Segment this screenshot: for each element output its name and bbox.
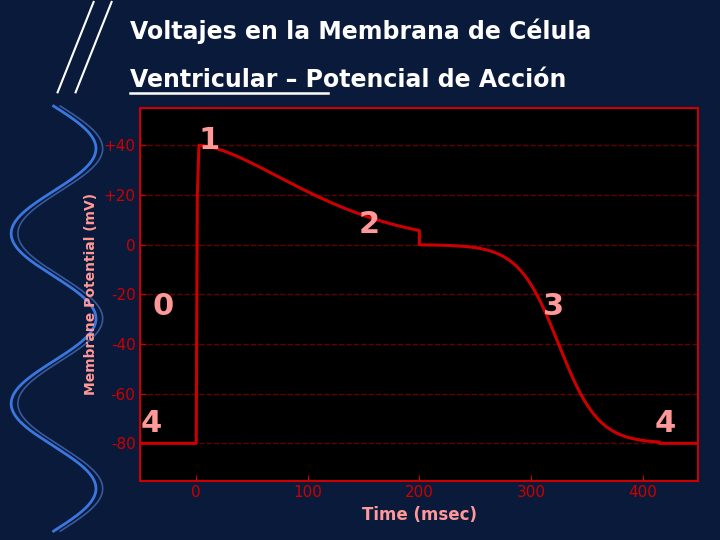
Text: 0: 0: [152, 292, 174, 321]
Y-axis label: Membrane Potential (mV): Membrane Potential (mV): [84, 193, 98, 395]
X-axis label: Time (msec): Time (msec): [362, 506, 477, 524]
Text: 2: 2: [359, 210, 379, 239]
Text: Ventricular – Potencial de Acción: Ventricular – Potencial de Acción: [130, 68, 566, 92]
Text: 4: 4: [654, 409, 675, 438]
Text: 1: 1: [199, 126, 220, 155]
Text: 3: 3: [543, 292, 564, 321]
Text: 4: 4: [141, 409, 162, 438]
Text: Voltajes en la Membrana de Célula: Voltajes en la Membrana de Célula: [130, 18, 591, 44]
